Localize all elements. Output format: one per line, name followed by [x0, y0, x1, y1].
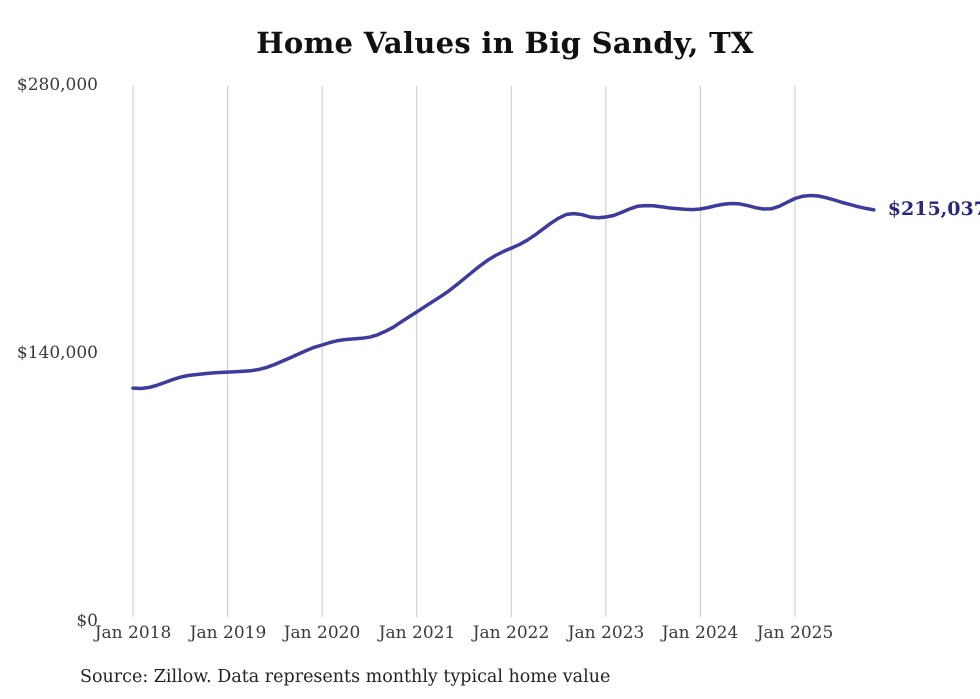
x-tick-label-2022: Jan 2022	[472, 623, 550, 643]
x-tick-label-2021: Jan 2021	[378, 623, 456, 643]
x-tick-label-2019: Jan 2019	[189, 623, 267, 643]
gridlines	[132, 86, 796, 617]
y-tick-label-140000: $140,000	[16, 343, 98, 363]
source-note: Source: Zillow. Data represents monthly …	[80, 667, 611, 687]
x-tick-label-2024: Jan 2024	[661, 623, 739, 643]
current-value-label: $215,037	[887, 197, 980, 220]
x-tick-label-2020: Jan 2020	[283, 623, 361, 643]
y-tick-label-0: $0	[76, 611, 98, 631]
x-tick-label-2018: Jan 2018	[94, 623, 172, 643]
home-value-line	[131, 193, 876, 391]
y-tick-label-280000: $280,000	[16, 75, 98, 95]
x-tick-label-2023: Jan 2023	[567, 623, 645, 643]
chart-title: Home Values in Big Sandy, TX	[256, 26, 754, 60]
x-tick-label-2025: Jan 2025	[756, 623, 834, 643]
